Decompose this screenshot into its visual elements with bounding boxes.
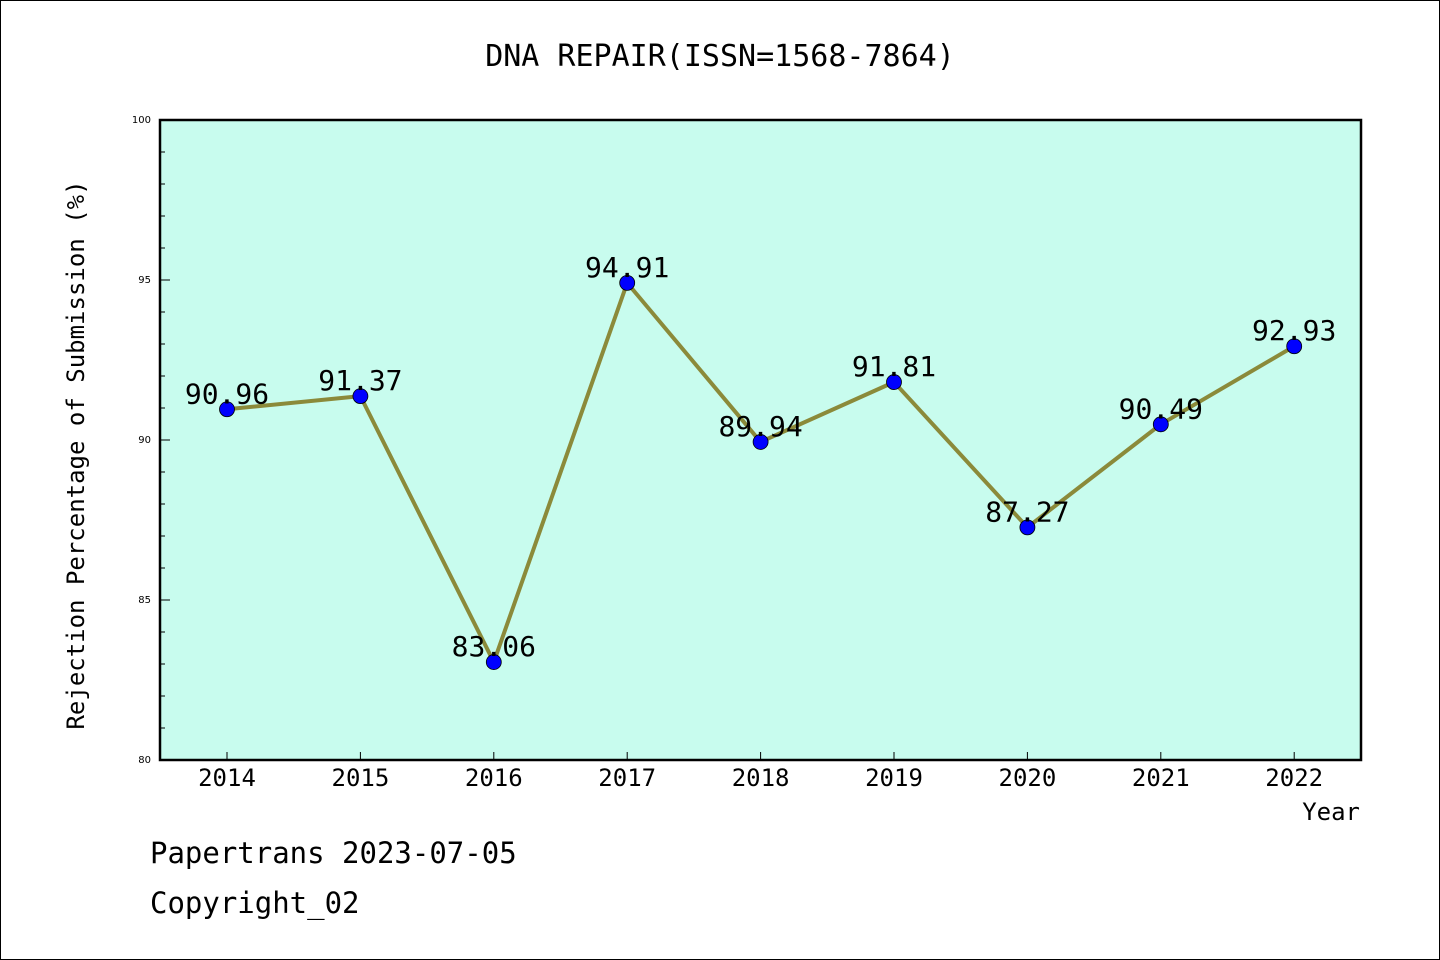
data-label: 92.93 <box>1252 314 1336 347</box>
data-point <box>1286 338 1303 355</box>
footer-copyright: Copyright_02 <box>150 886 360 920</box>
chart-title: DNA REPAIR(ISSN=1568-7864) <box>485 39 955 74</box>
x-axis-label: Year <box>1302 798 1360 826</box>
data-point <box>485 654 502 670</box>
y-axis-ticks: 80 85 90 95 100 <box>132 115 170 766</box>
data-point <box>1019 519 1036 536</box>
data-point <box>352 388 369 405</box>
y-tick-label: 85 <box>138 595 151 606</box>
x-tick-label: 2022 <box>1265 764 1323 792</box>
y-tick-label: 90 <box>138 435 151 446</box>
data-label: 87.27 <box>985 495 1069 528</box>
x-tick-label: 2015 <box>332 764 390 792</box>
data-label: 91.37 <box>318 364 402 397</box>
data-point <box>219 401 235 418</box>
series-markers <box>219 274 1303 670</box>
data-label: 83.06 <box>452 630 536 663</box>
y-tick-label: 95 <box>138 275 151 286</box>
data-label: 90.96 <box>185 377 269 410</box>
plot-area <box>158 118 1363 762</box>
x-tick-label: 2014 <box>198 764 256 792</box>
data-label: 90.49 <box>1119 392 1203 425</box>
data-label: 94.91 <box>585 251 669 284</box>
data-point <box>886 374 902 390</box>
data-label: 89.94 <box>718 410 802 443</box>
x-tick-label: 2016 <box>465 764 523 792</box>
data-point <box>619 274 636 291</box>
data-label: 91.81 <box>852 350 936 383</box>
data-labels: 90.96 91.37 83.06 94.91 89.94 91.81 87.27 90.49… <box>185 251 1336 663</box>
x-tick-label: 2020 <box>999 764 1057 792</box>
x-tick-label: 2018 <box>732 764 790 792</box>
footer-date: Papertrans 2023-07-05 <box>150 836 517 870</box>
x-tick-label: 2017 <box>598 764 656 792</box>
x-tick-label: 2019 <box>865 764 923 792</box>
y-tick-label: 80 <box>138 755 151 766</box>
data-point <box>752 434 769 450</box>
y-axis-label: Rejection Percentage of Submission (%) <box>62 180 90 729</box>
x-tick-label: 2021 <box>1132 764 1190 792</box>
y-tick-label: 100 <box>132 115 151 126</box>
x-axis-ticks: 2014 2015 2016 2017 2018 2019 2020 2021 2022 <box>198 752 1323 792</box>
data-point <box>1152 416 1169 433</box>
